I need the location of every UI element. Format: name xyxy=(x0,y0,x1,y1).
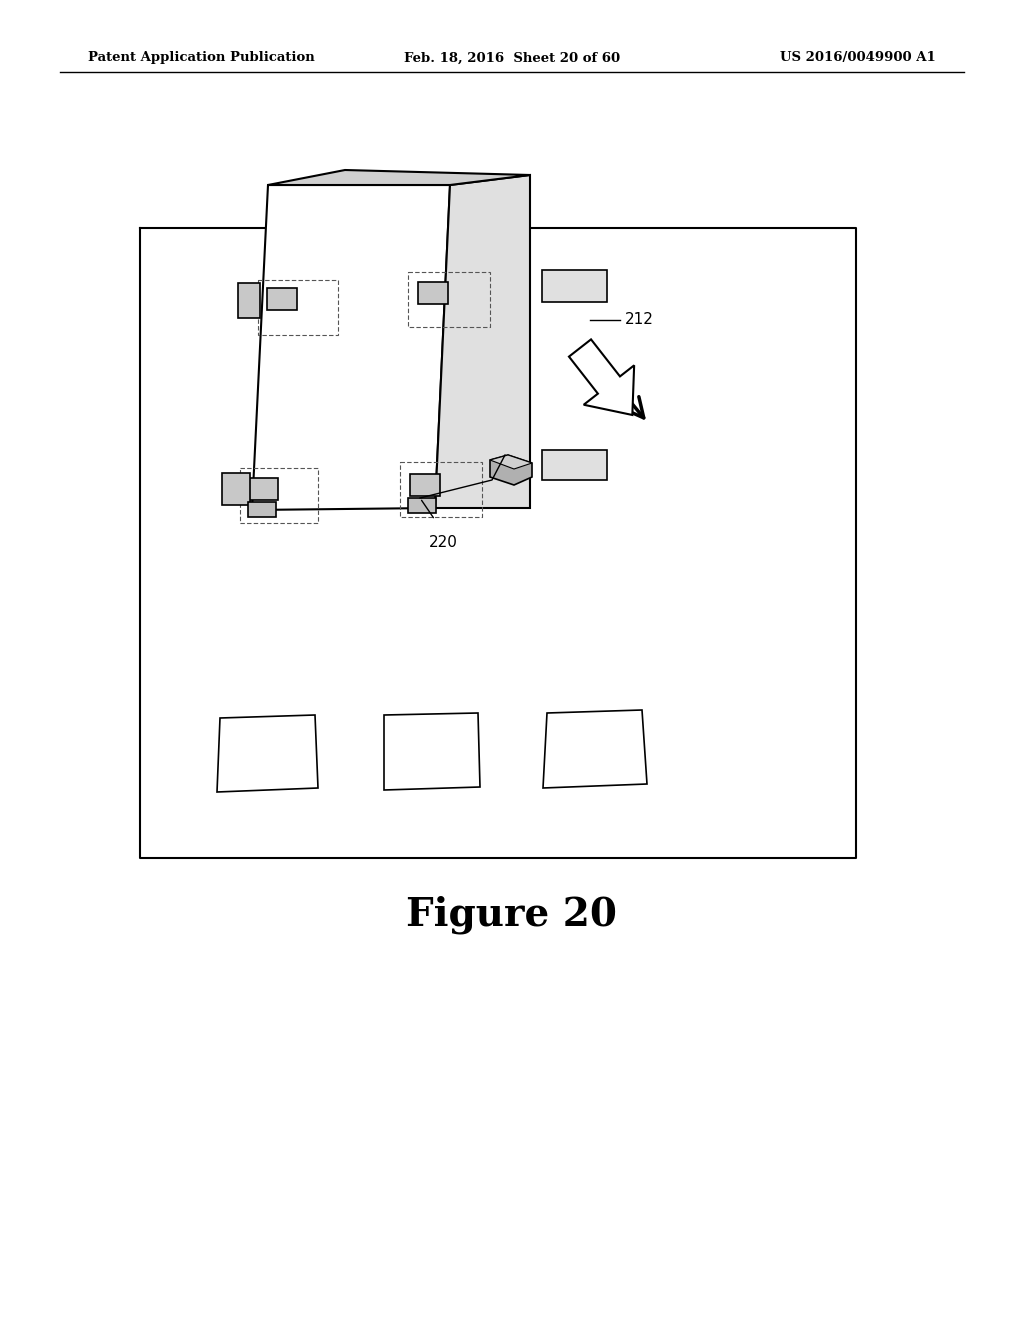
Text: US 2016/0049900 A1: US 2016/0049900 A1 xyxy=(780,51,936,65)
Text: Patent Application Publication: Patent Application Publication xyxy=(88,51,314,65)
Bar xyxy=(238,282,260,318)
Polygon shape xyxy=(384,713,480,789)
Polygon shape xyxy=(268,170,530,185)
Bar xyxy=(258,280,338,335)
Bar xyxy=(248,502,276,517)
Text: Figure 20: Figure 20 xyxy=(407,895,617,933)
Text: 220: 220 xyxy=(429,535,458,550)
Text: 212: 212 xyxy=(625,313,654,327)
Bar xyxy=(267,288,297,310)
Bar xyxy=(240,469,318,523)
Polygon shape xyxy=(217,715,318,792)
Polygon shape xyxy=(569,339,634,414)
Bar xyxy=(400,462,482,517)
Polygon shape xyxy=(490,455,532,469)
Polygon shape xyxy=(435,176,530,508)
Bar xyxy=(248,478,278,500)
Bar xyxy=(410,474,440,496)
Polygon shape xyxy=(252,185,450,510)
Text: Feb. 18, 2016  Sheet 20 of 60: Feb. 18, 2016 Sheet 20 of 60 xyxy=(403,51,621,65)
Polygon shape xyxy=(543,710,647,788)
Bar xyxy=(542,271,607,302)
Bar xyxy=(222,473,250,506)
Polygon shape xyxy=(490,455,532,484)
Bar xyxy=(408,498,436,513)
Bar xyxy=(408,272,490,327)
Bar xyxy=(418,282,449,304)
Bar xyxy=(542,450,607,480)
